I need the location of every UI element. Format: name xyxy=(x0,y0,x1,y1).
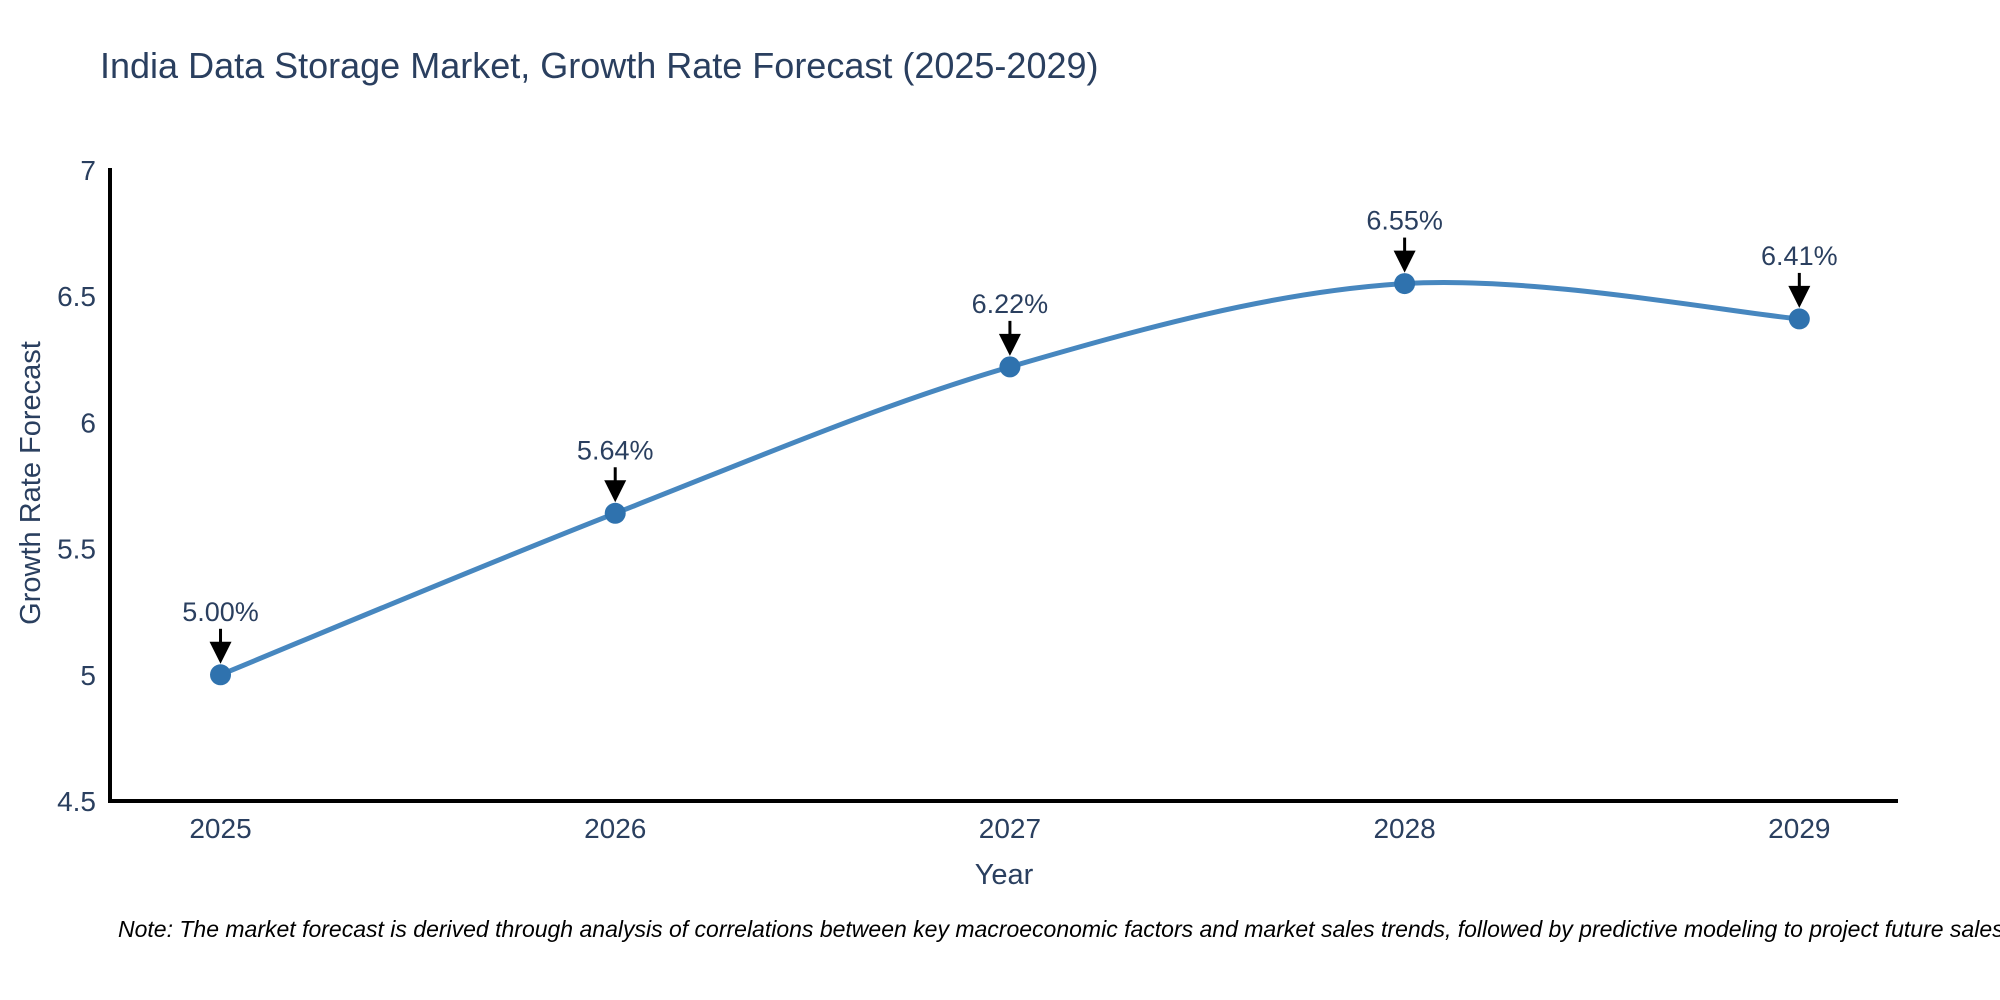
annotation-label: 6.41% xyxy=(1761,241,1838,271)
annotation-label: 6.22% xyxy=(972,289,1049,319)
point-annotation: 6.41% xyxy=(1761,241,1838,308)
annotation-layer: 5.00% 5.64% 6.22% 6.55% 6.41% xyxy=(182,206,1838,664)
y-tick-label: 5 xyxy=(80,660,96,691)
annotation-arrowhead-icon xyxy=(1393,250,1416,273)
series-layer xyxy=(210,273,1810,686)
x-axis-title: Year xyxy=(975,859,1034,891)
y-tick-label: 7 xyxy=(80,155,96,186)
plot-area[interactable] xyxy=(110,170,1898,801)
y-tick-label: 5.5 xyxy=(57,534,96,565)
x-tick-label: 2029 xyxy=(1768,813,1830,844)
annotation-arrowhead-icon xyxy=(209,641,232,664)
annotation-label: 6.55% xyxy=(1366,206,1443,236)
data-point-marker[interactable] xyxy=(999,356,1021,378)
y-tick-label: 4.5 xyxy=(57,786,96,817)
annotation-arrowhead-icon xyxy=(604,480,627,503)
data-point-marker[interactable] xyxy=(604,502,626,524)
annotation-arrowhead-icon xyxy=(1788,285,1811,308)
y-tick-label: 6 xyxy=(80,407,96,438)
point-annotation: 5.64% xyxy=(577,435,654,503)
x-tick-label: 2025 xyxy=(189,813,251,844)
y-axis-title: Growth Rate Forecast xyxy=(15,341,47,625)
footnote-text: Note: The market forecast is derived thr… xyxy=(118,916,2000,942)
y-tick-label: 6.5 xyxy=(57,281,96,312)
data-point-marker[interactable] xyxy=(210,664,232,686)
annotation-arrowhead-icon xyxy=(998,333,1021,356)
point-annotation: 5.00% xyxy=(182,597,259,664)
x-tick-label: 2028 xyxy=(1373,813,1435,844)
point-annotation: 6.22% xyxy=(972,289,1049,356)
data-point-marker[interactable] xyxy=(1788,308,1810,330)
axes-layer: 4.5 5 5.5 6 6.5 7 2025 2026 2027 2028 2029 xyxy=(57,155,1898,844)
x-tick-label: 2026 xyxy=(584,813,646,844)
annotation-label: 5.00% xyxy=(182,597,259,627)
data-point-marker[interactable] xyxy=(1394,273,1416,295)
chart-title: India Data Storage Market, Growth Rate F… xyxy=(100,45,1099,86)
x-tick-label: 2027 xyxy=(979,813,1041,844)
annotation-label: 5.64% xyxy=(577,435,654,465)
point-annotation: 6.55% xyxy=(1366,206,1443,273)
